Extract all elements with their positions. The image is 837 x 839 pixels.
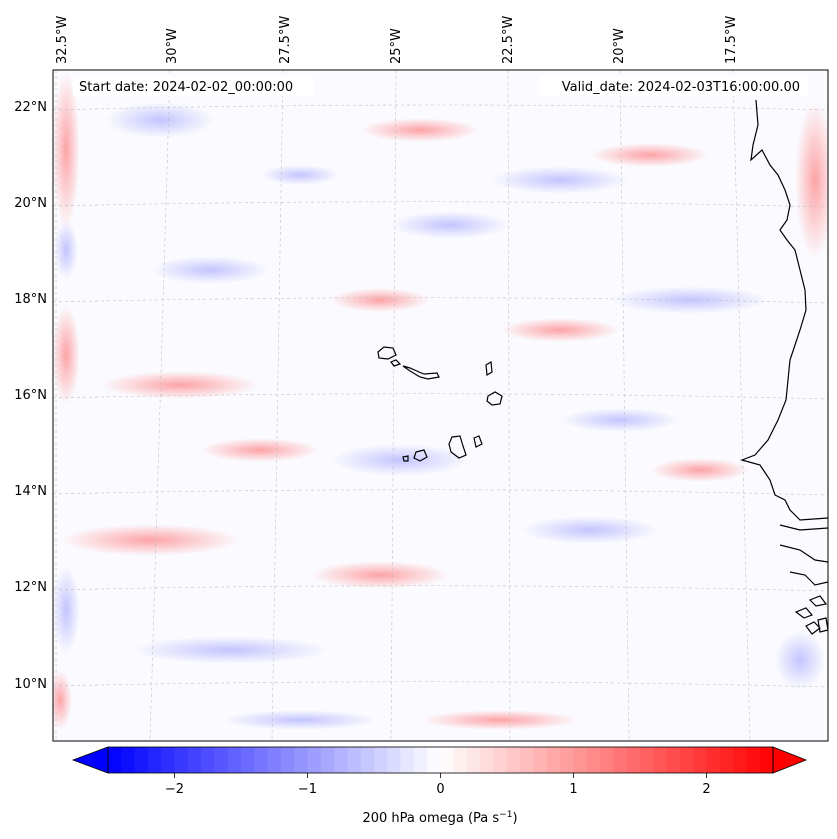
lon-label: 17.5°W (724, 16, 739, 64)
colorbar-cell (440, 747, 455, 773)
colorbar-cell (586, 747, 601, 773)
latitude-labels: 22°N 20°N 18°N 16°N 14°N 12°N 10°N (14, 100, 47, 692)
colorbar-cell (387, 747, 402, 773)
island-brava (402, 455, 409, 462)
colorbar-cell (520, 747, 535, 773)
colorbar-cell (161, 747, 176, 773)
bissagos-islands (794, 595, 828, 635)
colorbar-cell (134, 747, 149, 773)
lon-label: 27.5°W (278, 16, 293, 64)
colorbar-cell (174, 747, 189, 773)
colorbar-cell (201, 747, 215, 773)
island-boa-vista (486, 391, 503, 406)
omega-field (53, 70, 828, 730)
colorbar-cell (453, 747, 468, 773)
colorbar-label-suffix: ) (512, 811, 517, 826)
valid-date-label: Valid_date: 2024-02-03T16:00:00.00 (562, 80, 800, 95)
island-sao-vicente (390, 359, 402, 367)
colorbar-label-exp: −1 (499, 810, 512, 820)
colorbar-cell (746, 747, 761, 773)
colorbar-tick-label: 2 (702, 782, 710, 797)
colorbar-cell (679, 747, 694, 773)
colorbar-cell (507, 747, 521, 773)
colorbar-cell (360, 747, 375, 773)
colorbar-cell (227, 747, 242, 773)
colorbar-cell (733, 747, 747, 773)
colorbar-cell (280, 747, 295, 773)
colorbar-cell (653, 747, 668, 773)
colorbar-cell (480, 747, 495, 773)
island-sao-nicolau (402, 365, 440, 380)
colorbar-cell (147, 747, 162, 773)
lon-label: 22.5°W (501, 16, 516, 64)
lon-label: 25°W (389, 28, 404, 64)
colorbar-cell (294, 747, 309, 773)
colorbar-cell (267, 747, 282, 773)
lon-label: 32.5°W (55, 16, 70, 64)
graticule (53, 70, 828, 741)
colorbar-cell (546, 747, 561, 773)
colorbar-cell (600, 747, 614, 773)
colorbar-cells (108, 747, 774, 773)
colorbar-cell (334, 747, 348, 773)
colorbar-cell (533, 747, 548, 773)
colorbar-cell (573, 747, 588, 773)
lat-label: 10°N (14, 677, 47, 692)
island-fogo (413, 449, 428, 462)
colorbar-cell (320, 747, 335, 773)
colorbar-cell (374, 747, 388, 773)
lat-label: 20°N (14, 196, 47, 211)
colorbar-cell (719, 747, 734, 773)
colorbar-extend-max (772, 746, 808, 774)
colorbar-cell (693, 747, 708, 773)
colorbar-label: 200 hPa omega (Pa s−1) (362, 810, 517, 826)
lon-label: 30°W (165, 28, 180, 64)
colorbar-cell (613, 747, 628, 773)
colorbar-cell (307, 747, 322, 773)
colorbar-cell (467, 747, 481, 773)
colorbar-extend-min (71, 746, 109, 774)
lon-label: 20°W (612, 28, 627, 64)
africa-coastline (740, 99, 828, 521)
colorbar-cell (347, 747, 362, 773)
colorbar-cell (187, 747, 202, 773)
lat-label: 12°N (14, 580, 47, 595)
colorbar-cell (121, 747, 136, 773)
colorbar-cell (560, 747, 575, 773)
island-sal (485, 360, 493, 377)
colorbar-tick-label: 0 (436, 782, 444, 797)
colorbar-tick-label: −1 (298, 782, 317, 797)
island-santo-antao (377, 346, 397, 360)
colorbar-cell (493, 747, 508, 773)
colorbar-cell (108, 747, 122, 773)
colorbar-cell (214, 747, 229, 773)
colorbar-ticks: −2 −1 0 1 2 (165, 773, 711, 797)
coastlines (377, 99, 828, 635)
lat-label: 22°N (14, 100, 47, 115)
colorbar-cell (241, 747, 255, 773)
longitude-labels: 32.5°W 30°W 27.5°W 25°W 22.5°W 20°W 17.5… (55, 16, 739, 64)
lat-label: 18°N (14, 292, 47, 307)
colorbar-tick-label: 1 (569, 782, 577, 797)
island-maio (473, 435, 483, 448)
colorbar-cell (626, 747, 641, 773)
colorbar-label-prefix: 200 hPa omega (Pa s (362, 811, 499, 826)
colorbar-cell (759, 747, 774, 773)
colorbar-cell (254, 747, 269, 773)
lat-label: 16°N (14, 388, 47, 403)
lat-label: 14°N (14, 484, 47, 499)
colorbar-cell (706, 747, 721, 773)
start-date-label: Start date: 2024-02-02_00:00:00 (79, 80, 293, 95)
colorbar-tick-label: −2 (165, 782, 184, 797)
map-panel: Start date: 2024-02-02_00:00:00 Valid_da… (52, 69, 829, 742)
colorbar-cell (640, 747, 654, 773)
gambia-coast (779, 524, 828, 586)
colorbar-cell (413, 747, 428, 773)
colorbar: −2 −1 0 1 2 200 hPa omega (Pa s−1) (71, 746, 808, 826)
colorbar-cell (400, 747, 415, 773)
island-santiago (448, 435, 467, 459)
colorbar-cell (427, 747, 442, 773)
colorbar-cell (666, 747, 681, 773)
